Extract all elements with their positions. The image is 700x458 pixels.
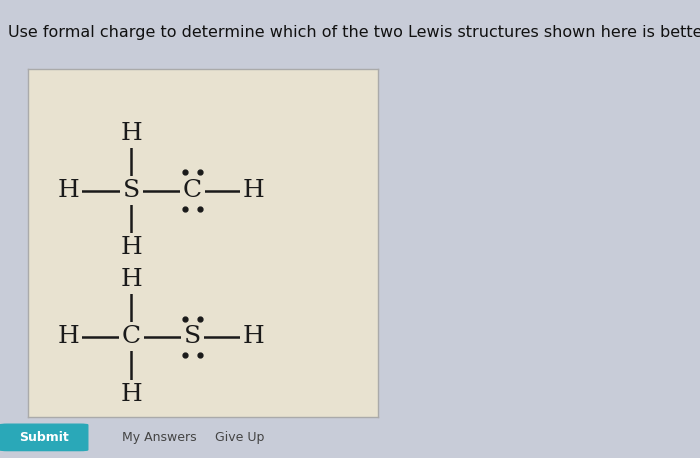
Text: H: H (120, 382, 142, 406)
Text: H: H (243, 325, 265, 348)
Text: H: H (57, 325, 79, 348)
Text: My Answers: My Answers (122, 431, 197, 444)
Text: C: C (183, 179, 202, 202)
Text: S: S (184, 325, 201, 348)
Text: H: H (120, 268, 142, 291)
Text: H: H (120, 236, 142, 260)
Text: Use formal charge to determine which of the two Lewis structures shown here is b: Use formal charge to determine which of … (8, 25, 700, 40)
Text: H: H (57, 179, 79, 202)
Text: Submit: Submit (19, 431, 69, 444)
Text: Give Up: Give Up (215, 431, 264, 444)
FancyBboxPatch shape (0, 424, 88, 451)
Text: H: H (243, 179, 265, 202)
Text: S: S (122, 179, 140, 202)
Text: H: H (120, 121, 142, 145)
Text: C: C (122, 325, 141, 348)
